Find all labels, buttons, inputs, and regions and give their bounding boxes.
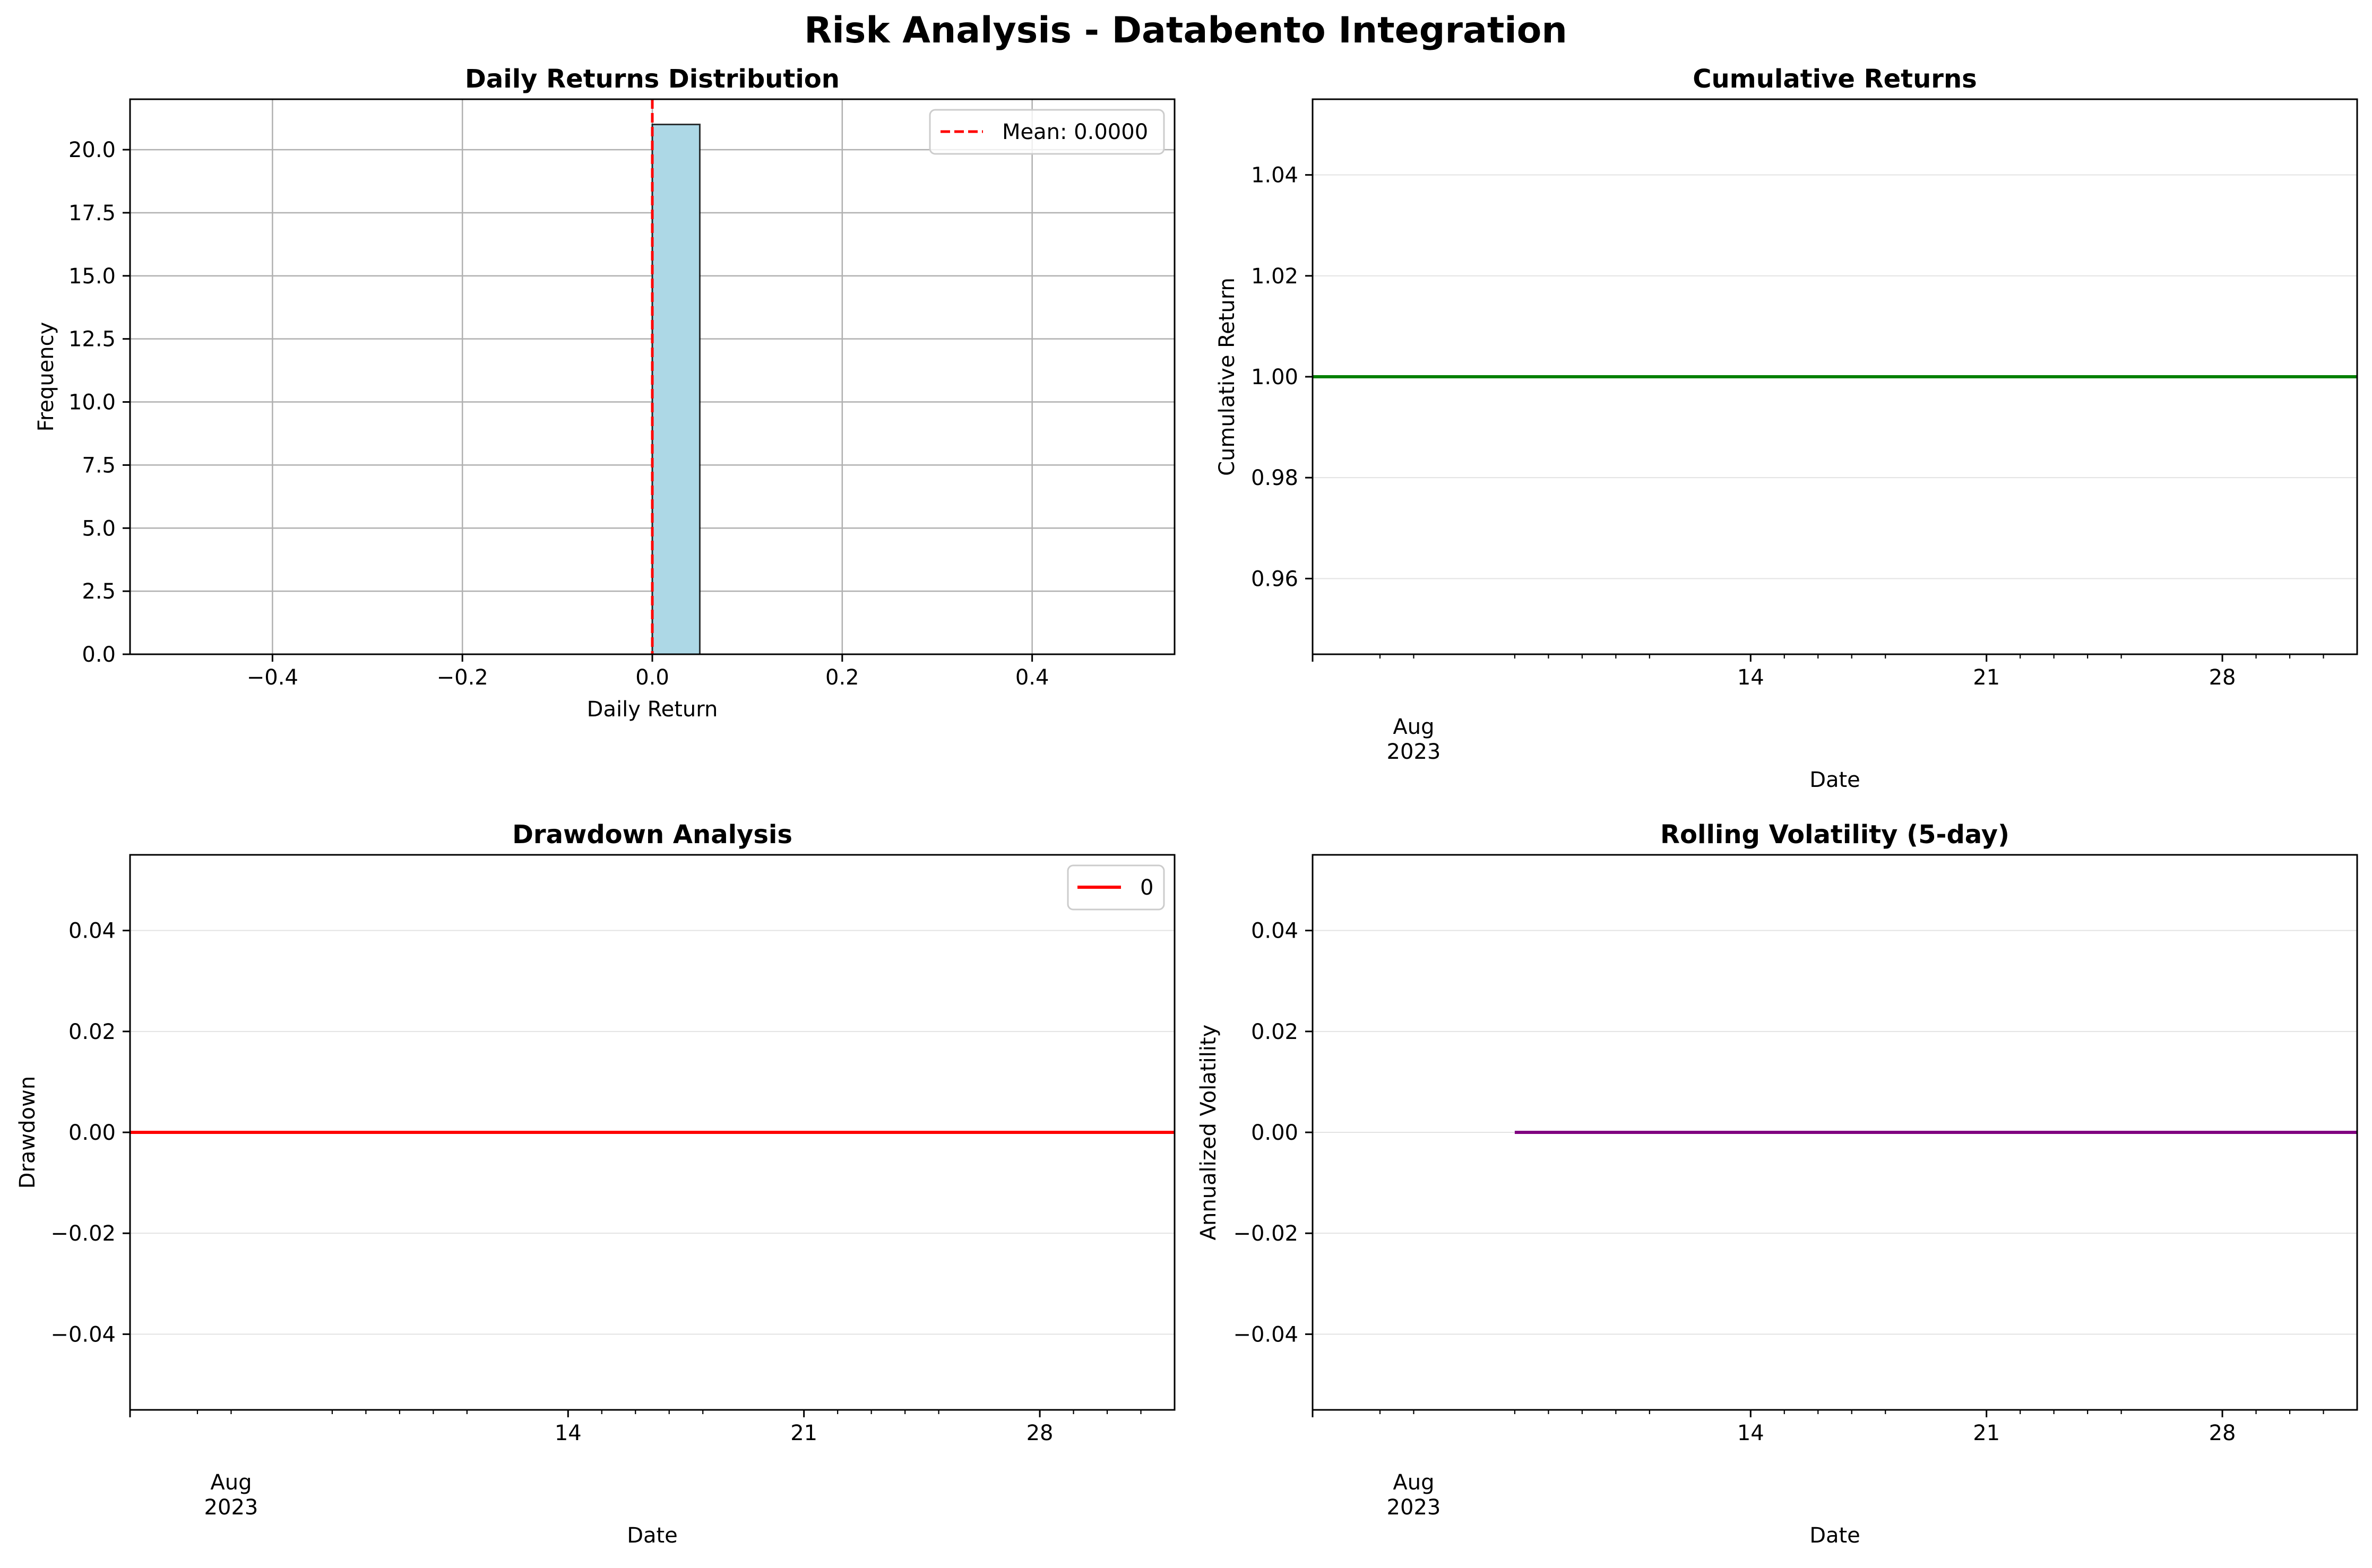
y-tick-label: 10.0 [68, 391, 116, 415]
y-tick-label: 5.0 [82, 516, 116, 541]
y-tick-label: 1.04 [1251, 163, 1298, 188]
x-tick-label: −0.4 [247, 665, 298, 690]
y-tick-label: −0.02 [1233, 1222, 1298, 1246]
y-tick-label: 0.96 [1251, 567, 1298, 591]
legend: 0 [1067, 864, 1165, 911]
y-tick-label: −0.04 [1233, 1322, 1298, 1347]
y-tick-label: 1.02 [1251, 264, 1298, 289]
legend-label: Mean: 0.0000 [1002, 120, 1148, 144]
y-tick-label: 0.98 [1251, 466, 1298, 490]
y-tick-label: 0.00 [1251, 1121, 1298, 1145]
y-axis-label: Drawdown [15, 1076, 40, 1189]
x-year-label: 2023 [1387, 1495, 1441, 1520]
y-tick-label: 17.5 [68, 201, 116, 226]
subplot-grid: −0.4 −0.2 0.0 0.2 0.4 0.0 2.5 5.0 7.5 10.0 12.5 15.… [15, 64, 2358, 1548]
subplot-returns-dist: −0.4 −0.2 0.0 0.2 0.4 0.0 2.5 5.0 7.5 10.0 12.5 15.… [34, 64, 1176, 722]
subplot-title: Rolling Volatility (5-day) [1660, 820, 2009, 850]
x-year-label: 2023 [1387, 740, 1441, 764]
y-tick-label: 2.5 [82, 579, 116, 604]
y-tick-label: −0.04 [50, 1322, 116, 1347]
x-tick-label: 21 [1973, 665, 2000, 690]
x-tick-label: 0.4 [1015, 665, 1049, 690]
y-tick-label: 1.00 [1251, 365, 1298, 389]
legend-label: 0 [1140, 876, 1153, 900]
x-axis-label: Date [1809, 1523, 1860, 1548]
x-tick-label: −0.2 [437, 665, 488, 690]
y-tick-label: 0.04 [1251, 919, 1298, 943]
y-axis-label: Annualized Volatility [1196, 1025, 1221, 1241]
x-month-label: Aug [210, 1470, 252, 1495]
x-tick-label: 28 [2209, 665, 2236, 690]
legend-box [929, 109, 1165, 155]
x-month-label: Aug [1393, 715, 1434, 739]
x-tick-label: 14 [1737, 1421, 1764, 1445]
x-tick-label: 14 [555, 1421, 582, 1445]
y-tick-label: 0.02 [1251, 1020, 1298, 1044]
y-tick-label: 0.04 [68, 919, 116, 943]
y-tick-label: 0.0 [82, 643, 116, 667]
y-axis-label: Frequency [34, 322, 58, 432]
y-tick-label: 7.5 [82, 453, 116, 478]
x-year-label: 2023 [204, 1495, 258, 1520]
x-tick-label: 28 [1027, 1421, 1054, 1445]
x-axis-label: Daily Return [587, 697, 718, 722]
x-month-label: Aug [1393, 1470, 1434, 1495]
y-tick-label: 12.5 [68, 327, 116, 352]
x-tick-label: 0.2 [825, 665, 859, 690]
x-tick-label: 21 [1973, 1421, 2000, 1445]
y-axis-label: Cumulative Return [1215, 278, 1239, 476]
subplot-title: Cumulative Returns [1693, 64, 1977, 94]
y-tick-label: 0.02 [68, 1020, 116, 1044]
legend: Mean: 0.0000 [929, 109, 1165, 155]
figure-suptitle: Risk Analysis - Databento Integration [804, 10, 1567, 51]
y-tick-label: 15.0 [68, 264, 116, 289]
y-tick-label: 20.0 [68, 138, 116, 162]
y-tick-label: −0.02 [50, 1222, 116, 1246]
x-tick-label: 21 [790, 1421, 817, 1445]
histogram-bar [651, 124, 701, 655]
x-tick-label: 28 [2209, 1421, 2236, 1445]
x-axis-label: Date [1809, 768, 1860, 792]
subplot-title: Drawdown Analysis [512, 820, 792, 850]
y-tick-label: 0.00 [68, 1121, 116, 1145]
x-axis-label: Date [627, 1523, 678, 1548]
x-tick-label: 0.0 [635, 665, 669, 690]
subplot-title: Daily Returns Distribution [465, 64, 840, 94]
x-tick-label: 14 [1737, 665, 1764, 690]
